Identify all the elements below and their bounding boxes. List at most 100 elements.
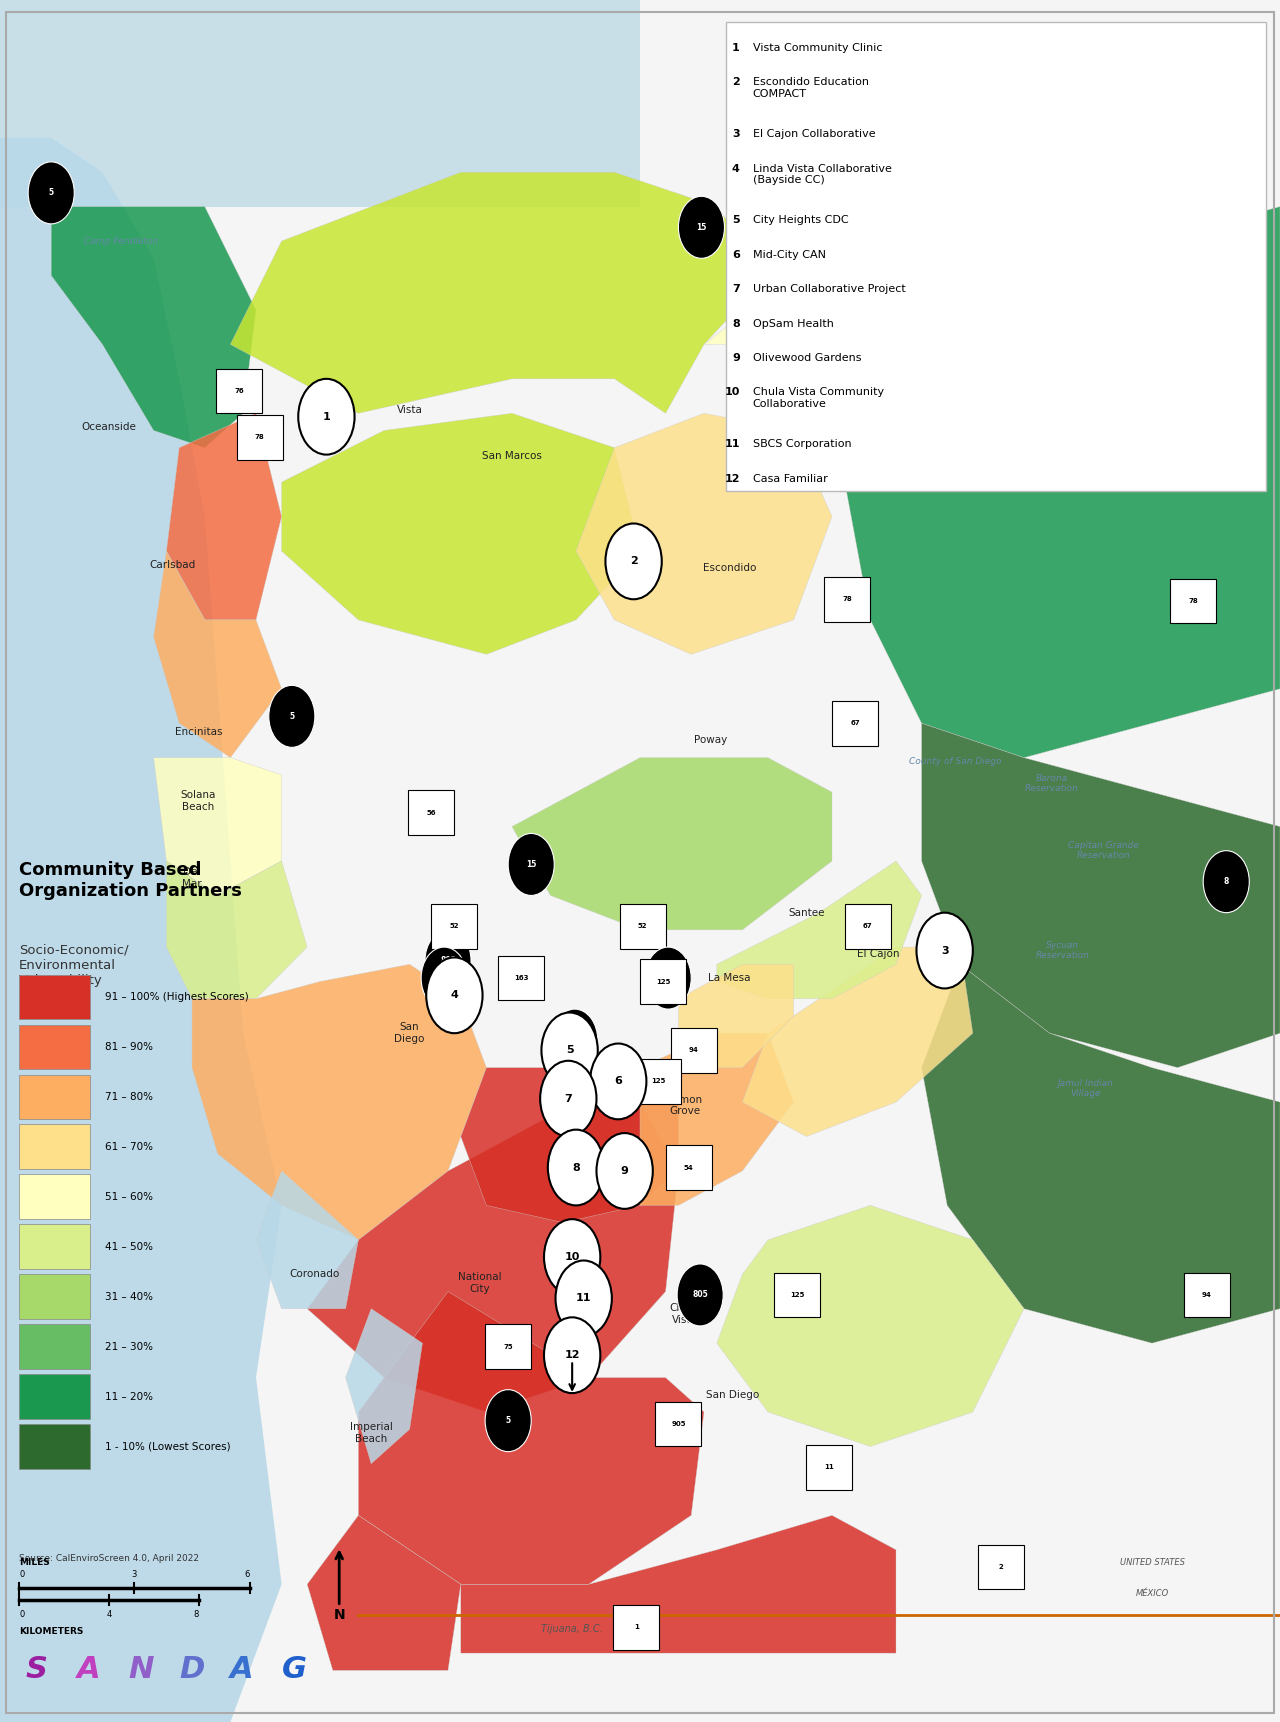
Bar — [19, 1075, 90, 1119]
Polygon shape — [307, 1102, 678, 1412]
Circle shape — [590, 1044, 646, 1119]
Text: MÉXICO: MÉXICO — [1135, 1589, 1169, 1598]
Text: 11: 11 — [824, 1464, 835, 1471]
Text: 905: 905 — [671, 1421, 686, 1428]
Text: 6: 6 — [732, 250, 740, 260]
Circle shape — [552, 1009, 598, 1071]
Bar — [19, 1174, 90, 1219]
Text: 78: 78 — [1188, 598, 1198, 604]
Text: 4: 4 — [732, 164, 740, 174]
Text: El Cajon Collaborative: El Cajon Collaborative — [753, 129, 876, 139]
Text: Escondido Education
COMPACT: Escondido Education COMPACT — [753, 77, 869, 100]
Text: 1: 1 — [323, 412, 330, 422]
Text: Capitan Grande
Reservation: Capitan Grande Reservation — [1068, 840, 1139, 861]
Polygon shape — [154, 758, 282, 895]
FancyBboxPatch shape — [978, 1545, 1024, 1589]
Text: Sycuan
Reservation: Sycuan Reservation — [1036, 940, 1089, 961]
Polygon shape — [832, 207, 1280, 758]
Text: 54: 54 — [684, 1164, 694, 1171]
Circle shape — [421, 947, 467, 1009]
Text: 8: 8 — [666, 973, 671, 983]
Text: Chula Vista Community
Collaborative: Chula Vista Community Collaborative — [753, 387, 883, 410]
Text: N: N — [128, 1655, 154, 1684]
Circle shape — [485, 1390, 531, 1452]
Text: San Diego: San Diego — [705, 1390, 759, 1400]
Text: 7: 7 — [732, 284, 740, 294]
Circle shape — [605, 523, 662, 599]
Circle shape — [596, 1133, 653, 1209]
Circle shape — [677, 1264, 723, 1326]
Text: City Heights CDC: City Heights CDC — [753, 215, 849, 226]
Text: 67: 67 — [850, 720, 860, 727]
Text: 71 – 80%: 71 – 80% — [105, 1092, 154, 1102]
Text: 2: 2 — [630, 556, 637, 567]
FancyBboxPatch shape — [832, 701, 878, 746]
Circle shape — [508, 833, 554, 895]
Bar — [19, 1424, 90, 1469]
Text: Vista Community Clinic: Vista Community Clinic — [753, 43, 882, 53]
Text: 5: 5 — [49, 188, 54, 198]
Polygon shape — [0, 138, 282, 1722]
Text: D: D — [179, 1655, 205, 1684]
FancyBboxPatch shape — [806, 1445, 852, 1490]
Polygon shape — [282, 413, 640, 654]
FancyBboxPatch shape — [726, 22, 1266, 491]
Polygon shape — [640, 1033, 794, 1205]
Text: 78: 78 — [842, 596, 852, 603]
Polygon shape — [742, 947, 973, 1137]
FancyBboxPatch shape — [655, 1402, 701, 1446]
Text: 8: 8 — [732, 319, 740, 329]
Text: 0: 0 — [19, 1570, 24, 1579]
Polygon shape — [307, 1515, 461, 1670]
Text: 5: 5 — [289, 711, 294, 722]
Text: Community Based
Organization Partners: Community Based Organization Partners — [19, 861, 242, 901]
Text: Pala
Reservation: Pala Reservation — [756, 200, 810, 220]
Text: Coronado: Coronado — [289, 1269, 340, 1279]
Circle shape — [548, 1130, 604, 1205]
Bar — [19, 1224, 90, 1269]
FancyBboxPatch shape — [774, 1273, 820, 1317]
Text: 91 – 100% (Highest Scores): 91 – 100% (Highest Scores) — [105, 992, 248, 1002]
Bar — [19, 1124, 90, 1169]
Text: Imperial
Beach: Imperial Beach — [349, 1422, 393, 1443]
Polygon shape — [512, 758, 832, 930]
Bar — [19, 1025, 90, 1069]
Text: County of San Diego: County of San Diego — [909, 756, 1001, 766]
Text: 67: 67 — [863, 923, 873, 930]
Text: 94: 94 — [689, 1047, 699, 1054]
Text: 41 – 50%: 41 – 50% — [105, 1242, 154, 1252]
Text: 805: 805 — [440, 956, 456, 966]
Text: 76: 76 — [234, 387, 244, 394]
Text: 31 – 40%: 31 – 40% — [105, 1292, 154, 1302]
FancyBboxPatch shape — [845, 904, 891, 949]
Text: 7: 7 — [564, 1093, 572, 1104]
Text: Urban Collaborative Project: Urban Collaborative Project — [753, 284, 905, 294]
Circle shape — [916, 913, 973, 988]
Polygon shape — [166, 861, 307, 999]
Polygon shape — [576, 413, 832, 654]
Polygon shape — [717, 1205, 1024, 1446]
Text: 2: 2 — [732, 77, 740, 88]
Text: 51 – 60%: 51 – 60% — [105, 1192, 154, 1202]
Text: 94: 94 — [1202, 1292, 1212, 1298]
Circle shape — [544, 1219, 600, 1295]
Text: 52: 52 — [449, 923, 460, 930]
FancyBboxPatch shape — [640, 959, 686, 1004]
FancyBboxPatch shape — [431, 904, 477, 949]
Text: 52: 52 — [637, 923, 648, 930]
Polygon shape — [678, 964, 794, 1068]
Text: 8: 8 — [1224, 876, 1229, 887]
FancyBboxPatch shape — [1170, 579, 1216, 623]
Text: Carlsbad: Carlsbad — [150, 560, 196, 570]
Text: 9: 9 — [621, 1166, 628, 1176]
Polygon shape — [922, 723, 1280, 1068]
Polygon shape — [704, 172, 1088, 379]
Text: 10: 10 — [564, 1252, 580, 1262]
Text: 9: 9 — [732, 353, 740, 363]
Text: 12: 12 — [724, 474, 740, 484]
Text: Tijuana, B.C.: Tijuana, B.C. — [541, 1624, 603, 1634]
Text: A: A — [77, 1655, 100, 1684]
Text: 4: 4 — [106, 1610, 111, 1619]
Text: A: A — [230, 1655, 253, 1684]
Circle shape — [28, 162, 74, 224]
